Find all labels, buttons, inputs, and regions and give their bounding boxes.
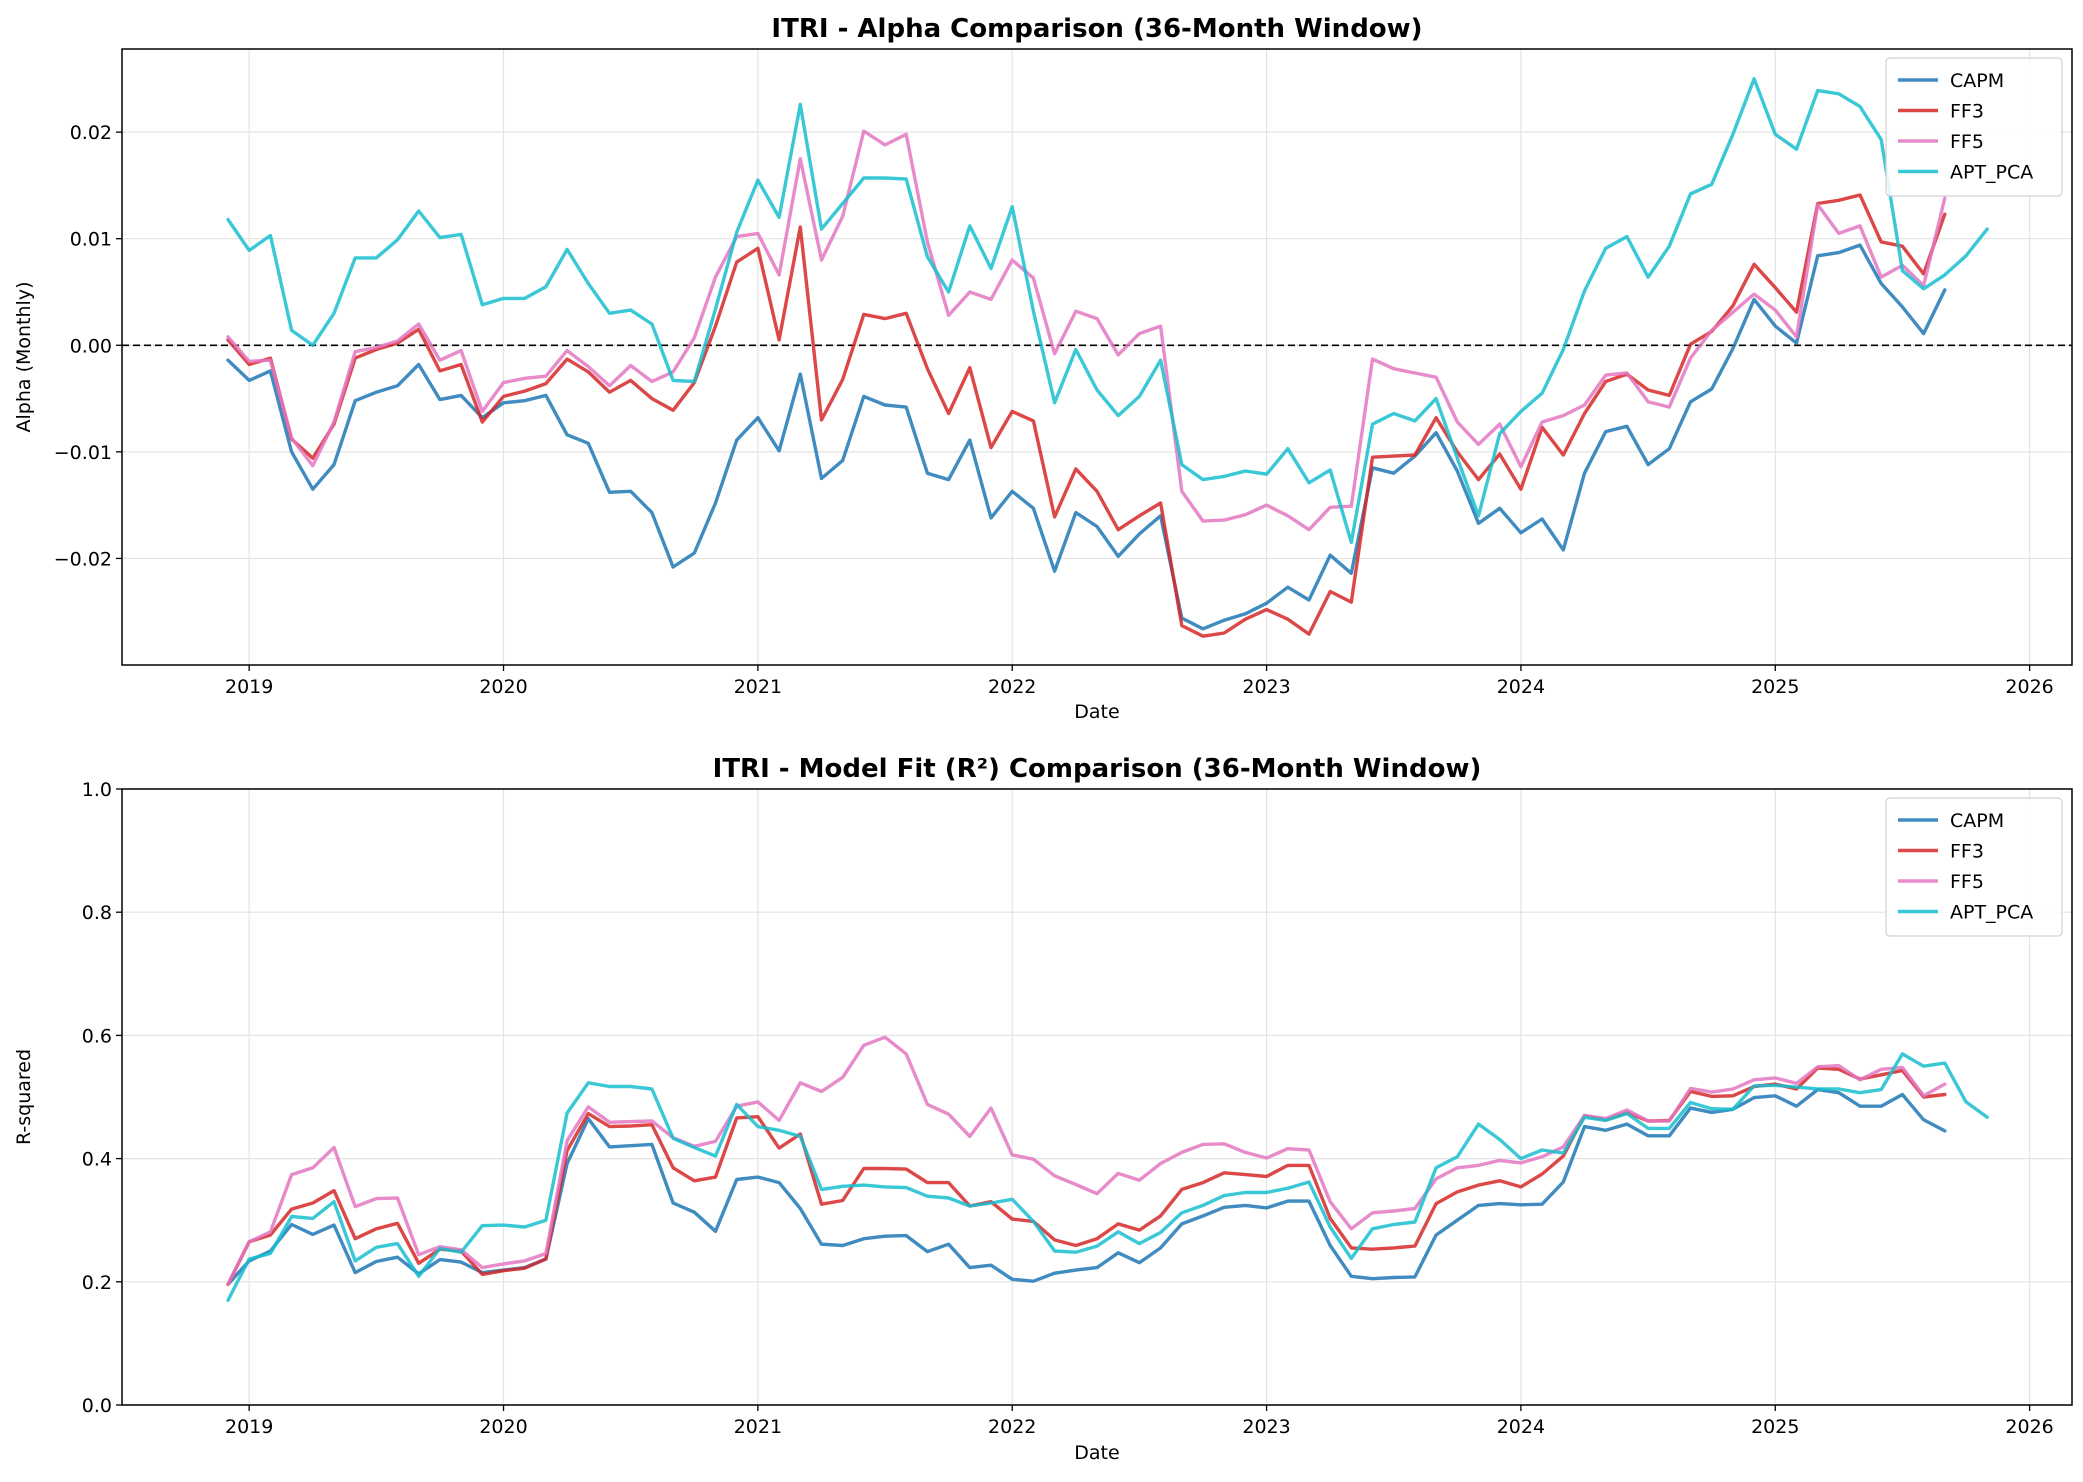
grid [122,49,2072,665]
series-lines [226,1035,1989,1303]
x-tick-label: 2022 [988,1416,1036,1438]
y-tick-label: −0.02 [54,548,112,570]
series-line-ff5 [226,129,1947,532]
legend-label-ff5: FF5 [1950,871,1984,893]
legend-label-ff3: FF3 [1950,101,1984,123]
series-line-ff3 [226,1066,1947,1287]
series-lines [226,77,1989,638]
x-tick-label: 2019 [225,676,273,698]
series-line-capm [226,243,1947,631]
grid [122,788,2072,1406]
legend-box [1885,797,2063,937]
legend-label-ff5: FF5 [1950,131,1984,153]
legend: CAPM FF3 FF5 APT_PCA [1885,57,2063,197]
y-tick-label: 0.0 [82,1395,112,1417]
x-tick-label: 2026 [2005,676,2053,698]
x-tick-label: 2025 [1751,1416,1799,1438]
y-tick-label: 0.00 [70,335,112,357]
series-line-apt-pca [226,1052,1989,1303]
y-axis-label: Alpha (Monthly) [13,282,35,433]
x-tick-label: 2026 [2005,1416,2053,1438]
y-tick-label: 0.6 [82,1025,112,1047]
x-tick-label: 2022 [988,676,1036,698]
series-line-ff3 [226,193,1947,638]
legend-label-capm: CAPM [1950,70,2004,92]
x-tick-label: 2025 [1751,676,1799,698]
chart-title: ITRI - Model Fit (R²) Comparison (36-Mon… [713,754,1482,784]
legend-label-apt-pca: APT_PCA [1950,162,2033,184]
legend: CAPM FF3 FF5 APT_PCA [1885,797,2063,937]
series-line-apt-pca [226,77,1989,545]
plot-area-frame [121,48,2073,666]
x-tick-label: 2020 [479,1416,527,1438]
y-tick-label: 0.02 [70,122,112,144]
series-line-capm [226,1087,1947,1287]
legend-label-capm: CAPM [1950,810,2004,832]
legend-label-apt-pca: APT_PCA [1950,902,2033,924]
y-tick-label: 0.8 [82,902,112,924]
alpha-chart-panel: ITRI - Alpha Comparison (36-Month Window… [13,14,2073,723]
y-tick-label: 0.2 [82,1272,112,1294]
x-tick-label: 2020 [479,676,527,698]
r-squared-chart-panel: ITRI - Model Fit (R²) Comparison (36-Mon… [13,754,2073,1464]
x-tick-label: 2019 [225,1416,273,1438]
series-line-ff5 [226,1035,1947,1287]
x-tick-label: 2023 [1242,676,1290,698]
legend-label-ff3: FF3 [1950,841,1984,863]
y-tick-label: −0.01 [54,442,112,464]
legend-box [1885,57,2063,197]
y-tick-label: 0.01 [70,229,112,251]
x-tick-label: 2023 [1242,1416,1290,1438]
x-axis-label: Date [1074,701,1119,723]
y-tick-label: 1.0 [82,779,112,801]
y-axis-label: R-squared [13,1049,35,1145]
x-axis-label: Date [1074,1442,1119,1464]
chart-title: ITRI - Alpha Comparison (36-Month Window… [771,14,1422,44]
x-tick-label: 2021 [734,676,782,698]
y-tick-label: 0.4 [82,1149,112,1171]
x-tick-label: 2024 [1497,676,1545,698]
plot-area-frame [121,788,2073,1406]
x-tick-label: 2021 [734,1416,782,1438]
x-tick-label: 2024 [1497,1416,1545,1438]
